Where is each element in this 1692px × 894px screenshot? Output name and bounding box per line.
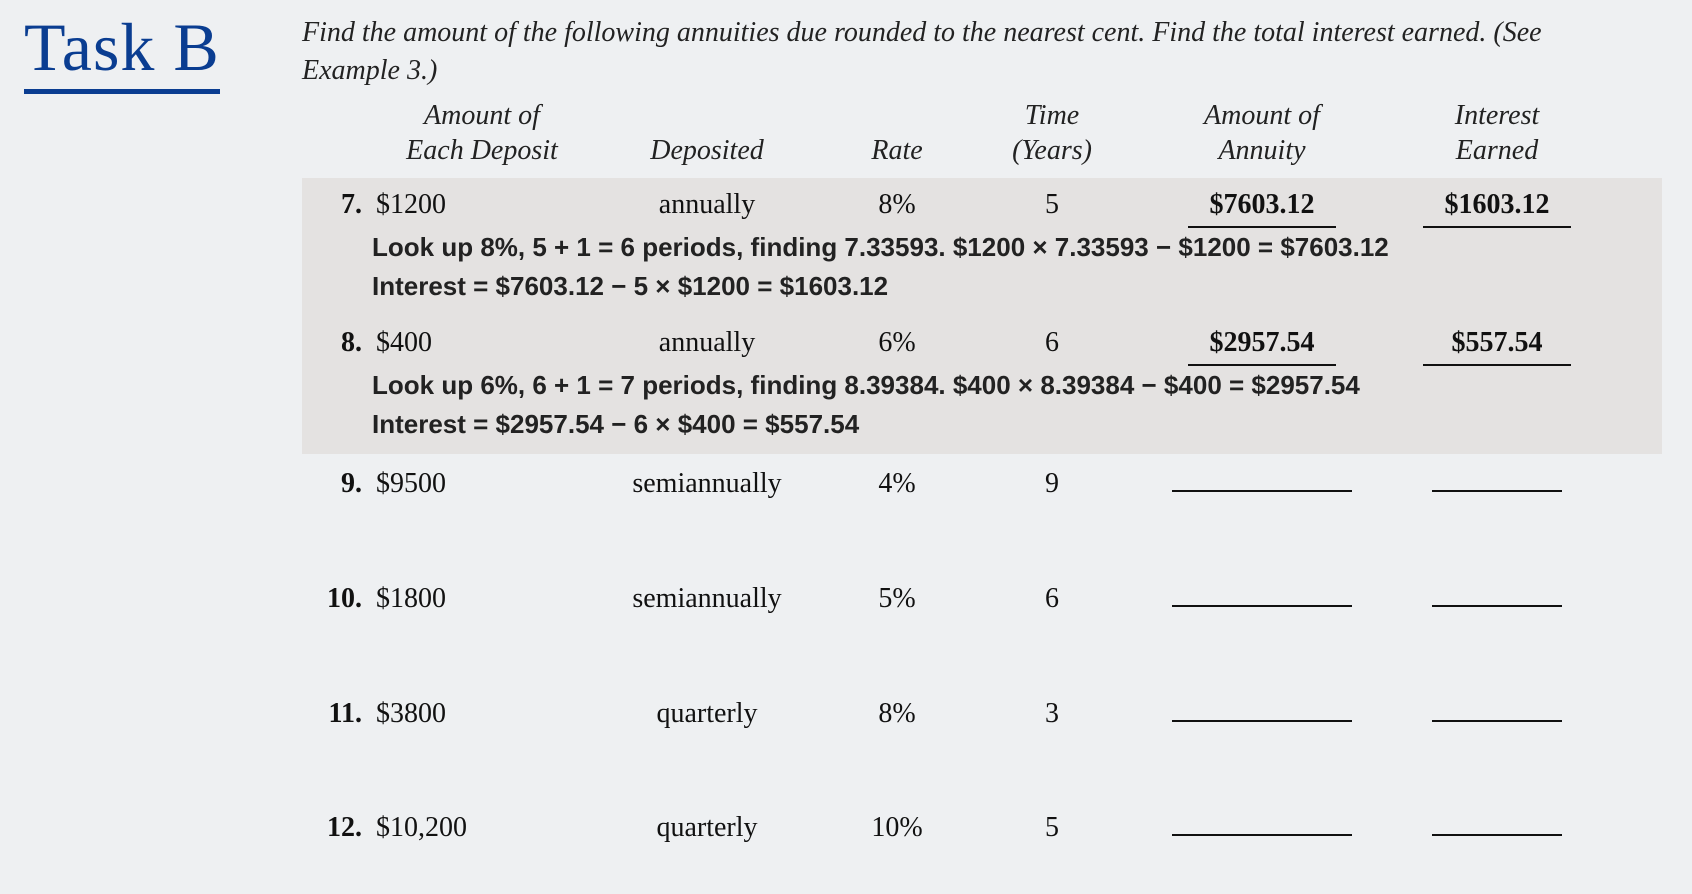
problem-9-annuity-blank <box>1172 462 1352 492</box>
problem-8: 8. $400 annually 6% 6 $2957.54 $557.54 L… <box>302 316 1662 454</box>
problem-12-years: 5 <box>972 809 1132 847</box>
header-deposited: Deposited <box>592 98 822 168</box>
table-header-row: Amount of Each Deposit Deposited Rate Ti… <box>302 98 1662 178</box>
problem-8-interest: $557.54 <box>1392 324 1602 366</box>
task-title: Task B <box>24 8 220 94</box>
problem-11-rate: 8% <box>822 695 972 733</box>
problem-9: 9. $9500 semiannually 4% 9 <box>302 454 1662 513</box>
problem-10-interest-blank <box>1432 577 1562 607</box>
problem-12: 12. $10,200 quarterly 10% 5 <box>302 798 1662 857</box>
header-rate-label: Rate <box>871 135 922 166</box>
header-amount-each: Amount of Each Deposit <box>372 98 592 168</box>
problem-11-frequency: quarterly <box>592 695 822 733</box>
problem-11-annuity <box>1132 692 1392 733</box>
problem-11-annuity-blank <box>1172 692 1352 722</box>
spacer <box>302 513 1662 569</box>
problem-9-rate: 4% <box>822 465 972 503</box>
problem-11-interest <box>1392 692 1602 733</box>
header-annuity-l1: Amount of <box>1204 100 1320 131</box>
page: Task B Find the amount of the following … <box>0 0 1692 894</box>
problem-9-years: 9 <box>972 465 1132 503</box>
problem-9-deposit: $9500 <box>372 465 592 503</box>
header-deposited-label: Deposited <box>650 135 764 166</box>
problem-11-years: 3 <box>972 695 1132 733</box>
instructions-text: Find the amount of the following annuiti… <box>302 14 1622 90</box>
problem-7-interest: $1603.12 <box>1392 186 1602 228</box>
problem-8-annuity-value: $2957.54 <box>1188 324 1336 366</box>
header-interest-l1: Interest <box>1455 100 1540 131</box>
problem-11-number: 11. <box>302 695 372 733</box>
problem-11-row: 11. $3800 quarterly 8% 3 <box>302 692 1662 733</box>
problem-11: 11. $3800 quarterly 8% 3 <box>302 684 1662 743</box>
problem-7-rate: 8% <box>822 186 972 224</box>
problem-8-number: 8. <box>302 324 372 362</box>
header-rate: Rate <box>822 98 972 168</box>
problem-12-annuity-blank <box>1172 806 1352 836</box>
problem-8-work-line1: Look up 6%, 6 + 1 = 7 periods, finding 8… <box>302 366 1662 405</box>
problem-7-number: 7. <box>302 186 372 224</box>
problem-12-annuity <box>1132 806 1392 847</box>
problem-10-years: 6 <box>972 580 1132 618</box>
problem-7-work-line2: Interest = $7603.12 − 5 × $1200 = $1603.… <box>302 267 1662 306</box>
problem-10-frequency: semiannually <box>592 580 822 618</box>
problem-8-interest-value: $557.54 <box>1423 324 1571 366</box>
header-time-l1: Time <box>1025 100 1079 131</box>
problem-10-annuity <box>1132 577 1392 618</box>
spacer <box>302 628 1662 684</box>
problem-7-interest-value: $1603.12 <box>1423 186 1571 228</box>
problem-10-annuity-blank <box>1172 577 1352 607</box>
problem-7: 7. $1200 annually 8% 5 $7603.12 $1603.12… <box>302 178 1662 316</box>
problem-9-annuity <box>1132 462 1392 503</box>
header-amount-each-l2: Each Deposit <box>406 135 558 166</box>
problem-9-frequency: semiannually <box>592 465 822 503</box>
header-annuity: Amount of Annuity <box>1132 98 1392 168</box>
problem-12-interest <box>1392 806 1602 847</box>
problem-12-number: 12. <box>302 809 372 847</box>
header-time: Time (Years) <box>972 98 1132 168</box>
problem-10-interest <box>1392 577 1602 618</box>
problem-12-interest-blank <box>1432 806 1562 836</box>
problem-12-rate: 10% <box>822 809 972 847</box>
problem-7-deposit: $1200 <box>372 186 592 224</box>
problem-8-row: 8. $400 annually 6% 6 $2957.54 $557.54 <box>302 324 1662 366</box>
problem-11-deposit: $3800 <box>372 695 592 733</box>
problem-10-number: 10. <box>302 580 372 618</box>
problem-9-row: 9. $9500 semiannually 4% 9 <box>302 462 1662 503</box>
problem-8-work-line2: Interest = $2957.54 − 6 × $400 = $557.54 <box>302 405 1662 444</box>
problem-8-annuity: $2957.54 <box>1132 324 1392 366</box>
header-interest-l2: Earned <box>1456 135 1538 166</box>
problem-12-row: 12. $10,200 quarterly 10% 5 <box>302 806 1662 847</box>
problem-8-frequency: annually <box>592 324 822 362</box>
problem-10-rate: 5% <box>822 580 972 618</box>
annuity-table: Amount of Each Deposit Deposited Rate Ti… <box>302 98 1662 857</box>
problem-10-deposit: $1800 <box>372 580 592 618</box>
problem-8-deposit: $400 <box>372 324 592 362</box>
problem-7-years: 5 <box>972 186 1132 224</box>
problem-8-years: 6 <box>972 324 1132 362</box>
problem-7-row: 7. $1200 annually 8% 5 $7603.12 $1603.12 <box>302 186 1662 228</box>
header-annuity-l2: Annuity <box>1218 135 1305 166</box>
spacer <box>302 742 1662 798</box>
header-interest: Interest Earned <box>1392 98 1602 168</box>
problem-7-frequency: annually <box>592 186 822 224</box>
problem-7-annuity: $7603.12 <box>1132 186 1392 228</box>
problem-11-interest-blank <box>1432 692 1562 722</box>
problem-9-interest-blank <box>1432 462 1562 492</box>
problem-9-interest <box>1392 462 1602 503</box>
problem-10: 10. $1800 semiannually 5% 6 <box>302 569 1662 628</box>
problem-12-deposit: $10,200 <box>372 809 592 847</box>
header-time-l2: (Years) <box>1012 135 1092 166</box>
problem-8-rate: 6% <box>822 324 972 362</box>
problem-12-frequency: quarterly <box>592 809 822 847</box>
problem-7-annuity-value: $7603.12 <box>1188 186 1336 228</box>
header-amount-each-l1: Amount of <box>424 100 540 131</box>
problem-7-work-line1: Look up 8%, 5 + 1 = 6 periods, finding 7… <box>302 228 1662 267</box>
problem-9-number: 9. <box>302 465 372 503</box>
problem-10-row: 10. $1800 semiannually 5% 6 <box>302 577 1662 618</box>
